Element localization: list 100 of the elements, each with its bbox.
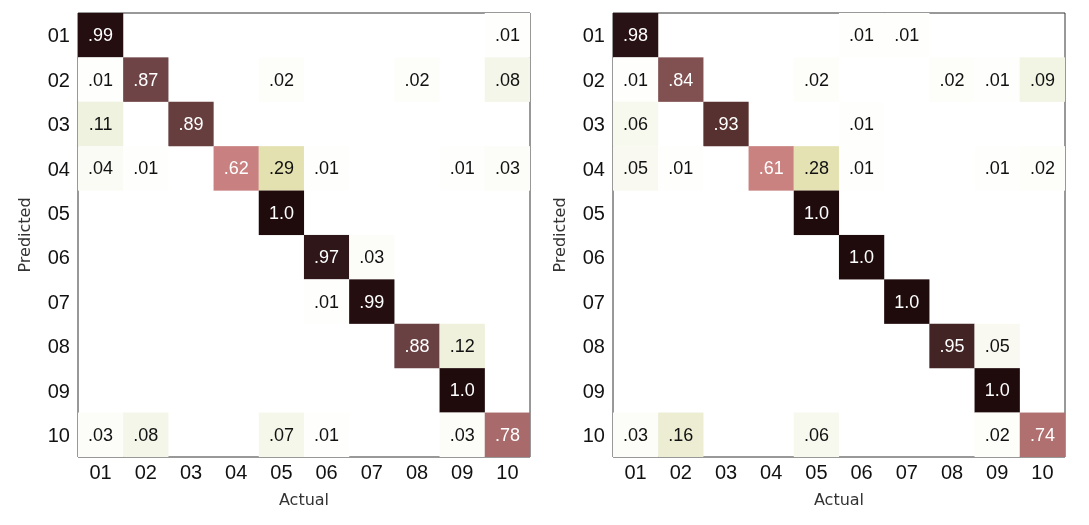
data-label: .01: [984, 158, 1010, 179]
x-tick-label: 04: [760, 461, 783, 484]
x-tick-label: 10: [496, 461, 519, 484]
data-label: .88: [404, 336, 430, 356]
y-tick-label: 08: [582, 335, 605, 358]
x-tick-label: 06: [315, 461, 338, 484]
data-label: .01: [623, 69, 649, 90]
data-label: 1.0: [984, 380, 1010, 401]
data-label: .02: [268, 69, 294, 90]
data-label: .01: [849, 25, 875, 46]
y-tick-label: 07: [47, 290, 70, 313]
y-tick-label: 05: [47, 201, 70, 224]
data-label: .06: [803, 424, 829, 445]
data-label: .87: [133, 69, 159, 90]
y-tick-label: 10: [47, 423, 70, 446]
y-tick-label: 03: [47, 113, 70, 136]
x-tick-label: 02: [669, 461, 692, 484]
y-tick-label: 06: [47, 246, 70, 269]
data-label: .01: [133, 158, 159, 179]
data-label: .03: [494, 158, 520, 179]
y-tick-label: 10: [582, 423, 605, 446]
data-label: .97: [314, 247, 340, 268]
data-label: 1.0: [803, 202, 829, 223]
data-label: .01: [984, 69, 1010, 90]
y-axis-title: Predicted: [14, 197, 34, 273]
data-label: .01: [894, 25, 920, 46]
x-axis-title: Actual: [278, 490, 330, 509]
data-label: .01: [314, 291, 340, 312]
data-label: .09: [1029, 69, 1055, 90]
y-tick-label: 01: [582, 24, 605, 47]
data-label: .01: [494, 25, 520, 46]
data-label: .06: [623, 114, 649, 134]
data-label: .74: [1029, 424, 1055, 445]
data-label: .89: [178, 114, 204, 134]
data-label: .01: [449, 158, 475, 179]
x-axis-title: Actual: [813, 490, 865, 509]
data-label: .02: [803, 69, 829, 90]
data-label: .01: [849, 158, 875, 179]
x-tick-label: 05: [805, 461, 828, 484]
y-tick-label: 03: [582, 113, 605, 136]
y-tick-label: 04: [47, 157, 70, 180]
data-label: 1.0: [894, 291, 920, 312]
data-label: .99: [359, 291, 385, 312]
x-tick-label: 08: [940, 461, 964, 484]
y-tick-label: 09: [47, 379, 70, 402]
data-label: .01: [668, 158, 694, 179]
data-label: .11: [88, 114, 113, 134]
data-label: .93: [713, 114, 739, 134]
y-axis-title: Predicted: [549, 197, 569, 273]
data-label: .01: [314, 158, 340, 179]
data-label: .03: [359, 247, 385, 268]
data-label: .05: [623, 158, 649, 179]
x-tick-label: 10: [1031, 461, 1054, 484]
y-tick-label: 07: [582, 290, 605, 313]
data-label: .84: [668, 69, 694, 90]
data-label: .61: [758, 158, 784, 179]
data-label: .98: [623, 25, 649, 46]
data-label: .28: [803, 158, 829, 179]
x-tick-label: 06: [850, 461, 873, 484]
x-tick-label: 07: [360, 461, 383, 484]
y-tick-label: 04: [582, 157, 605, 180]
data-label: .02: [404, 69, 430, 90]
x-tick-label: 07: [895, 461, 918, 484]
data-label: .08: [133, 424, 159, 445]
data-label: .62: [223, 158, 249, 179]
data-label: .01: [88, 69, 114, 90]
data-label: 1.0: [268, 202, 294, 223]
y-tick-label: 06: [582, 246, 605, 269]
y-tick-label: 02: [582, 68, 605, 91]
data-label: .01: [849, 114, 875, 134]
y-tick-label: 08: [47, 335, 70, 358]
x-tick-label: 09: [451, 461, 474, 484]
y-tick-label: 02: [47, 68, 70, 91]
data-label: .01: [314, 424, 340, 445]
data-label: .03: [623, 424, 649, 445]
data-label: .16: [668, 424, 694, 445]
data-label: .02: [939, 69, 965, 90]
data-label: 1.0: [449, 380, 475, 401]
data-label: .03: [449, 424, 475, 445]
data-label: .29: [268, 158, 294, 179]
x-tick-label: 03: [714, 461, 738, 484]
data-label: .04: [88, 158, 114, 179]
data-label: .07: [268, 424, 294, 445]
x-tick-label: 08: [405, 461, 429, 484]
x-tick-label: 01: [624, 461, 647, 484]
data-label: .99: [88, 25, 114, 46]
x-tick-label: 03: [179, 461, 203, 484]
x-tick-label: 01: [89, 461, 112, 484]
data-label: .78: [494, 424, 520, 445]
data-label: .05: [984, 336, 1010, 356]
x-tick-label: 09: [986, 461, 1009, 484]
data-label: .02: [984, 424, 1010, 445]
x-tick-label: 05: [270, 461, 293, 484]
y-tick-label: 01: [47, 24, 70, 47]
x-tick-label: 02: [134, 461, 157, 484]
x-tick-label: 04: [225, 461, 248, 484]
data-label: 1.0: [849, 247, 875, 268]
data-label: .08: [494, 69, 520, 90]
y-tick-label: 09: [582, 379, 605, 402]
data-label: .03: [88, 424, 114, 445]
